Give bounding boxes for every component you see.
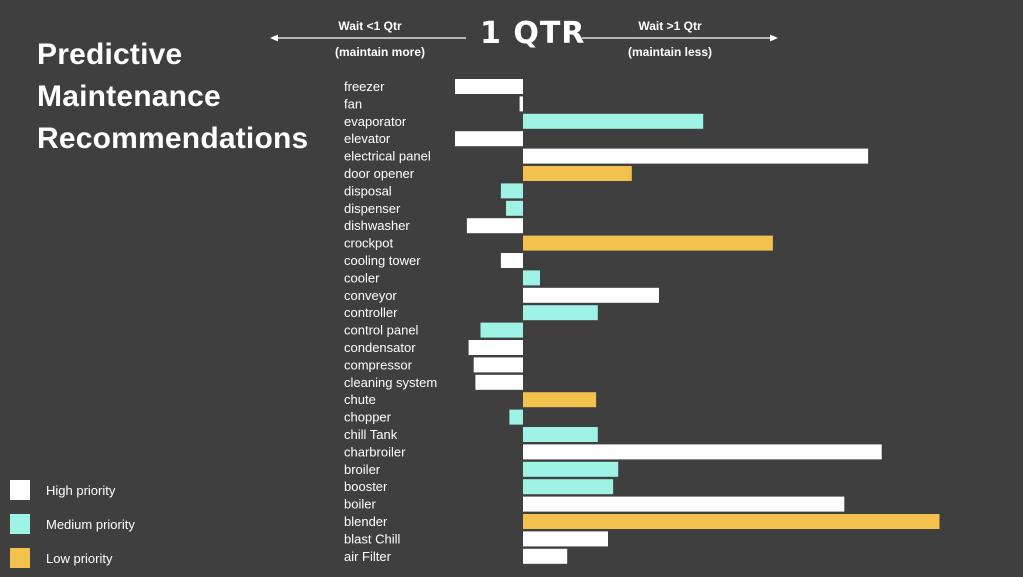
left-arrow	[270, 34, 466, 42]
bar-evaporator	[523, 113, 704, 129]
header-left-label: Wait <1 Qtr	[338, 19, 402, 33]
category-label-chill-tank: chill Tank	[344, 427, 398, 442]
category-label-booster: booster	[344, 479, 388, 494]
bar-dispenser	[506, 200, 523, 216]
category-label-boiler: boiler	[344, 497, 376, 512]
bar-disposal	[500, 183, 523, 199]
legend-swatch-low	[10, 548, 30, 568]
header-center-label: 1 QTR	[480, 16, 586, 51]
category-label-fan: fan	[344, 96, 362, 111]
bar-crockpot	[523, 235, 773, 251]
legend-label-high: High priority	[46, 483, 116, 498]
right-arrow	[582, 34, 778, 42]
category-label-evaporator: evaporator	[344, 114, 407, 129]
bar-elevator	[455, 131, 523, 147]
legend-item-high: High priority	[10, 480, 210, 502]
category-label-chopper: chopper	[344, 410, 392, 425]
category-label-chute: chute	[344, 392, 376, 407]
bar-blender	[523, 514, 940, 529]
bar-dishwasher	[466, 218, 523, 234]
bar-electrical-panel	[523, 148, 869, 164]
bar-broiler	[523, 461, 619, 477]
category-label-cooler: cooler	[344, 270, 380, 285]
bar-blast-chill	[523, 531, 608, 547]
header-left-sublabel: (maintain more)	[334, 45, 425, 59]
page-title: Predictive Maintenance Recommendations	[37, 34, 308, 160]
category-label-cleaning-system: cleaning system	[344, 375, 437, 390]
bar-door-opener	[523, 166, 632, 181]
bar-air-filter	[523, 548, 568, 564]
bar-chopper	[509, 409, 523, 425]
category-label-freezer: freezer	[344, 79, 385, 94]
bar-cooler	[523, 270, 540, 286]
bar-charbroiler	[523, 444, 882, 460]
bar-cleaning-system	[475, 374, 523, 390]
header-right-label: Wait >1 Qtr	[638, 19, 702, 33]
bar-freezer	[455, 79, 523, 94]
category-label-disposal: disposal	[344, 183, 392, 198]
legend-item-low: Low priority	[10, 548, 210, 570]
category-label-electrical-panel: electrical panel	[344, 149, 431, 164]
bar-controller	[523, 305, 598, 321]
category-label-blast-chill: blast Chill	[344, 531, 400, 546]
legend-label-medium: Medium priority	[46, 517, 135, 532]
category-label-cooling-tower: cooling tower	[344, 253, 421, 268]
legend-swatch-medium	[10, 514, 30, 534]
category-label-elevator: elevator	[344, 131, 391, 146]
category-label-charbroiler: charbroiler	[344, 444, 406, 459]
bar-condensator	[468, 340, 523, 355]
category-label-controller: controller	[344, 305, 398, 320]
category-label-control-panel: control panel	[344, 323, 419, 338]
title-line-1: Predictive	[37, 38, 183, 71]
legend-swatch-high	[10, 480, 30, 500]
header-right-sublabel: (maintain less)	[627, 45, 713, 59]
bar-cooling-tower	[500, 253, 523, 268]
bar-boiler	[523, 496, 845, 512]
category-label-compressor: compressor	[344, 357, 413, 372]
category-label-door-opener: door opener	[344, 166, 415, 181]
category-label-dishwasher: dishwasher	[344, 218, 410, 233]
category-label-air-filter: air Filter	[344, 549, 392, 564]
title-line-2: Maintenance	[37, 80, 221, 113]
bar-chute	[523, 392, 597, 408]
category-label-broiler: broiler	[344, 462, 381, 477]
bar-compressor	[473, 357, 523, 373]
category-label-conveyor: conveyor	[344, 288, 397, 303]
bar-booster	[523, 479, 614, 495]
title-line-3: Recommendations	[37, 122, 309, 155]
category-label-dispenser: dispenser	[344, 201, 401, 216]
bar-conveyor	[523, 287, 659, 303]
category-label-crockpot: crockpot	[344, 236, 394, 251]
category-label-blender: blender	[344, 514, 388, 529]
bar-fan	[519, 96, 523, 112]
category-label-condensator: condensator	[344, 340, 416, 355]
bar-chill-tank	[523, 427, 598, 442]
legend-item-medium: Medium priority	[10, 514, 210, 536]
legend-label-low: Low priority	[46, 551, 113, 566]
bar-control-panel	[480, 322, 523, 338]
